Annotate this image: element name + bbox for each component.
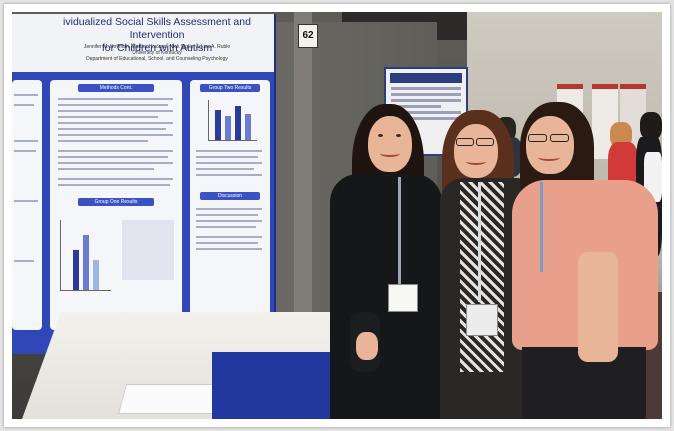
poster-author-line: Jennifer M. Hoffman, Martha Hovland, Nic… bbox=[83, 44, 231, 50]
background-person bbox=[640, 112, 662, 140]
person-right-glasses bbox=[528, 134, 547, 142]
person-middle-pattern bbox=[460, 182, 504, 372]
poster-affiliation: University of Kentucky bbox=[132, 50, 182, 56]
conference-photo: 62 ividualized Social Skills Assessment … bbox=[12, 12, 662, 419]
lanyard-badge-icon bbox=[388, 284, 418, 312]
person-left-jacket bbox=[330, 174, 442, 419]
blue-tablecloth bbox=[212, 352, 332, 419]
person-left-hand bbox=[356, 332, 378, 360]
poster-title: ividualized Social Skills Assessment and… bbox=[42, 16, 272, 55]
poster-bar-chart bbox=[60, 220, 111, 291]
panel-heading-discussion: Discussion bbox=[200, 192, 260, 200]
poster-panel-left bbox=[12, 80, 42, 330]
background-person bbox=[610, 122, 632, 148]
poster-title-line2: for Children with Autism bbox=[101, 42, 213, 54]
poster-panel-methods: Methods Cont. Group One Results bbox=[50, 80, 182, 330]
poster-table bbox=[122, 220, 174, 280]
poster-header: ividualized Social Skills Assessment and… bbox=[12, 14, 274, 72]
lanyard-badge-icon bbox=[466, 304, 498, 336]
person-right-face bbox=[526, 116, 574, 174]
person-middle-face bbox=[454, 124, 498, 178]
panel-heading-group-one: Group One Results bbox=[78, 198, 154, 206]
panel-heading-group-two: Group Two Results bbox=[200, 84, 260, 92]
research-poster: ividualized Social Skills Assessment and… bbox=[12, 14, 276, 354]
poster-department: Department of Educational, School, and C… bbox=[86, 56, 228, 62]
person-right-arm bbox=[578, 252, 618, 362]
person-left-face bbox=[368, 116, 412, 172]
poster-panel-results: Group Two Results Discussion bbox=[190, 80, 270, 330]
board-number: 62 bbox=[298, 24, 318, 48]
photo-frame: 62 ividualized Social Skills Assessment … bbox=[4, 4, 670, 427]
panel-heading-methods: Methods Cont. bbox=[78, 84, 154, 92]
partition-post bbox=[294, 12, 312, 312]
person-middle-glasses bbox=[456, 138, 474, 146]
poster-title-line1: ividualized Social Skills Assessment and… bbox=[63, 16, 251, 41]
poster-authors: Jennifer M. Hoffman, Martha Hovland, Nic… bbox=[42, 44, 272, 62]
poster-bar-chart-2 bbox=[208, 100, 257, 141]
